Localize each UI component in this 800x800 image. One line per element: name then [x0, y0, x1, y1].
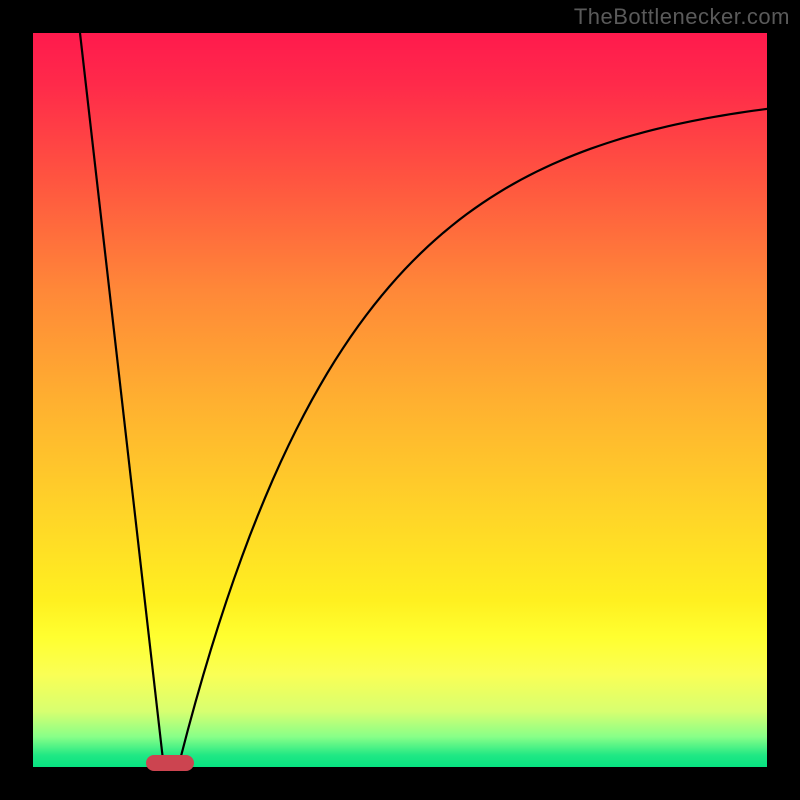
- cusp-marker: [146, 755, 194, 771]
- watermark-text: TheBottlenecker.com: [574, 4, 790, 30]
- chart-container: TheBottlenecker.com: [0, 0, 800, 800]
- chart-svg: [0, 0, 800, 800]
- plot-background: [33, 33, 800, 770]
